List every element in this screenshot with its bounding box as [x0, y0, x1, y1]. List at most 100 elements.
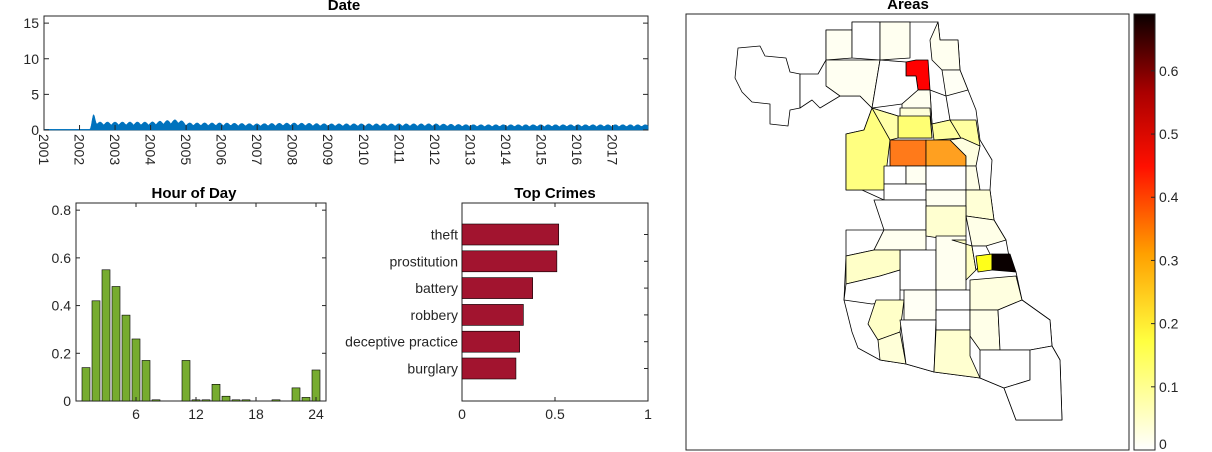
hour-x-tick-label: 12: [188, 406, 204, 422]
hour-bar: [91, 300, 101, 402]
map-area-51: [1003, 345, 1063, 421]
hour-chart-title: Hour of Day: [151, 185, 237, 202]
map-area-17: [889, 139, 927, 167]
map-area-3: [879, 21, 911, 61]
colorbar-tick-label: 0.3: [1159, 252, 1179, 268]
date-y-tick-label: 10: [23, 51, 39, 67]
crime-label: robbery: [411, 307, 458, 323]
date-y-tick-label: 0: [31, 122, 39, 138]
crime-x-tick-label: 0.5: [545, 406, 565, 422]
colorbar-ticks: 0 0.1 0.2 0.3 0.4 0.5 0.6: [1151, 63, 1179, 452]
hour-bar: [101, 269, 111, 402]
areas-map-title: Areas: [887, 0, 929, 13]
hour-bar: [151, 399, 161, 402]
crime-label: deceptive practice: [345, 334, 458, 350]
crime-bar: [461, 250, 558, 273]
top-crimes-chart: Top Crimes theft prostitution battery robbe…: [345, 185, 652, 422]
colorbar-tick-label: 0: [1159, 436, 1167, 452]
map-area-21: [905, 165, 927, 185]
hour-bar: [131, 338, 141, 402]
map-area-49: [933, 329, 981, 379]
map-area-1: [825, 29, 853, 61]
hour-bar: [231, 399, 241, 402]
colorbar: [1133, 13, 1156, 451]
crime-bar: [461, 223, 560, 246]
hour-bar: [141, 360, 151, 402]
date-x-ticks: 2001 2002 2003 2004 2005 2006 2007 2008 2009 2010…: [36, 125, 620, 165]
date-chart-axes: [43, 15, 649, 131]
crime-x-tick-label: 1: [644, 406, 652, 422]
date-x-tick-label: 2009: [320, 134, 336, 165]
crime-bar: [461, 357, 517, 380]
areas-map: Areas: [685, 0, 1179, 452]
hour-y-tick-label: 0.6: [52, 250, 72, 266]
map-area-46: [997, 299, 1053, 351]
hour-chart: Hour of Day 0 0.2 0.4 0.6 0.8 6 12 18 24: [52, 185, 327, 422]
colorbar-tick-label: 0.1: [1159, 379, 1179, 395]
map-area-35: [951, 239, 977, 281]
map-area-37: [975, 253, 993, 273]
date-x-tick-label: 2010: [356, 134, 372, 165]
crime-bar: [461, 330, 520, 353]
hour-x-tick-label: 18: [248, 406, 264, 422]
date-x-tick-label: 2006: [214, 134, 230, 165]
hour-bar: [301, 397, 311, 402]
map-area-far-northwest: [734, 45, 801, 127]
crime-labels: theft prostitution battery robbery deceptive…: [345, 227, 648, 377]
map-area-8: [825, 59, 881, 109]
date-x-tick-label: 2003: [107, 134, 123, 165]
hour-x-tick-label: 24: [308, 406, 324, 422]
crime-label: battery: [415, 280, 458, 296]
date-x-tick-label: 2016: [569, 134, 585, 165]
areas-map-frame: [685, 13, 1130, 451]
chicago-community-areas: [734, 21, 1063, 421]
colorbar-tick-label: 0.5: [1159, 126, 1179, 142]
hour-y-tick-label: 0: [63, 393, 71, 409]
map-area-6: [941, 69, 969, 97]
date-x-tick-label: 2005: [178, 134, 194, 165]
map-area-30: [925, 205, 967, 241]
date-y-tick-label: 15: [23, 15, 39, 31]
hour-bar: [81, 367, 91, 402]
date-x-tick-label: 2013: [462, 134, 478, 165]
map-area-2: [851, 21, 881, 61]
date-x-tick-label: 2002: [72, 134, 88, 165]
map-area-31: [965, 215, 1007, 247]
hour-x-tick-label: 6: [132, 406, 140, 422]
hour-bar: [211, 384, 221, 402]
map-area-20: [883, 165, 907, 185]
map-area-43: [903, 289, 937, 321]
hour-bars: [81, 269, 321, 402]
date-x-tick-label: 2007: [249, 134, 265, 165]
crime-bars: [461, 223, 560, 380]
map-area-38: [991, 253, 1017, 273]
date-x-tick-label: 2011: [391, 134, 407, 164]
hour-y-ticks: 0 0.2 0.4 0.6 0.8: [52, 202, 326, 409]
crime-label: theft: [431, 227, 458, 243]
crime-x-tick-label: 0: [458, 406, 466, 422]
hour-bar: [221, 395, 231, 402]
crime-label: prostitution: [390, 253, 458, 269]
hour-bar: [111, 286, 121, 402]
hour-chart-axes: [75, 202, 327, 402]
colorbar-tick-label: 0.6: [1159, 63, 1179, 79]
date-y-ticks: 0 5 10 15: [23, 15, 648, 138]
colorbar-tick-label: 0.4: [1159, 189, 1179, 205]
date-series-area: [43, 113, 649, 131]
date-chart: Date 0 5 10 15 2001 2002 2003 2004 2005 2006 2007…: [23, 0, 649, 165]
hour-bar: [121, 314, 131, 402]
hour-bar: [201, 399, 211, 402]
map-area-34: [935, 235, 967, 291]
hour-bar: [311, 369, 321, 402]
date-chart-title: Date: [328, 0, 361, 14]
map-area-44: [935, 309, 971, 331]
date-x-tick-label: 2014: [498, 134, 514, 165]
crime-bar: [461, 277, 533, 299]
date-y-tick-label: 5: [31, 86, 39, 102]
map-area-26: [965, 189, 995, 221]
map-area-16: [871, 107, 899, 141]
date-x-tick-label: 2015: [533, 134, 549, 165]
date-x-tick-label: 2008: [285, 134, 301, 165]
top-crimes-chart-title: Top Crimes: [514, 185, 595, 202]
